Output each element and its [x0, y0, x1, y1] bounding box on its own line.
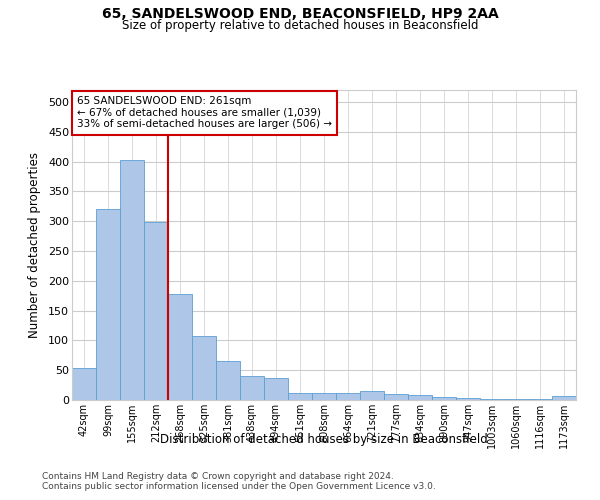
Bar: [384, 394, 408, 400]
Bar: [240, 376, 264, 400]
Text: Distribution of detached houses by size in Beaconsfield: Distribution of detached houses by size …: [160, 432, 488, 446]
Text: Contains HM Land Registry data © Crown copyright and database right 2024.: Contains HM Land Registry data © Crown c…: [42, 472, 394, 481]
Bar: [360, 391, 384, 400]
Text: 65, SANDELSWOOD END, BEACONSFIELD, HP9 2AA: 65, SANDELSWOOD END, BEACONSFIELD, HP9 2…: [101, 8, 499, 22]
Bar: [480, 399, 504, 400]
Bar: [432, 397, 456, 400]
Bar: [168, 294, 192, 400]
Bar: [72, 368, 96, 400]
Bar: [216, 361, 240, 400]
Bar: [96, 209, 120, 400]
Text: 65 SANDELSWOOD END: 261sqm
← 67% of detached houses are smaller (1,039)
33% of s: 65 SANDELSWOOD END: 261sqm ← 67% of deta…: [77, 96, 332, 130]
Bar: [408, 395, 432, 400]
Bar: [552, 396, 576, 400]
Y-axis label: Number of detached properties: Number of detached properties: [28, 152, 41, 338]
Bar: [288, 393, 312, 400]
Text: Size of property relative to detached houses in Beaconsfield: Size of property relative to detached ho…: [122, 18, 478, 32]
Bar: [336, 394, 360, 400]
Bar: [312, 393, 336, 400]
Bar: [192, 336, 216, 400]
Text: Contains public sector information licensed under the Open Government Licence v3: Contains public sector information licen…: [42, 482, 436, 491]
Bar: [456, 398, 480, 400]
Bar: [144, 222, 168, 400]
Bar: [264, 378, 288, 400]
Bar: [120, 160, 144, 400]
